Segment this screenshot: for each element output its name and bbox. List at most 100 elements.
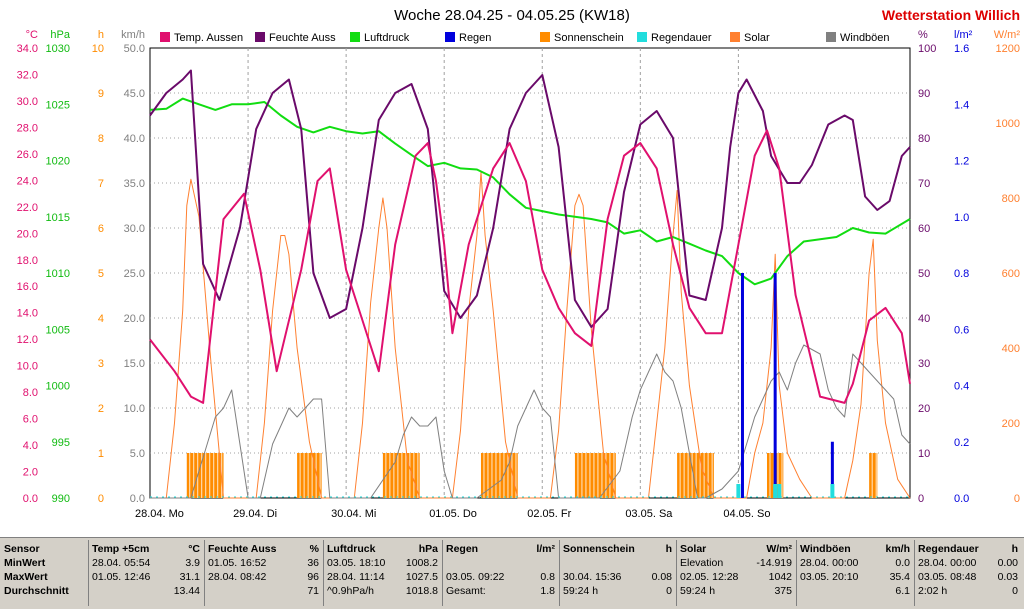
solar-axis-unit: W/m² — [994, 29, 1021, 41]
pressure-axis-tick: 1025 — [46, 99, 70, 111]
x-tick-label: 04.05. So — [723, 508, 770, 520]
legend-label: Regen — [459, 32, 491, 44]
stats-cell-label: 2:02 h — [918, 585, 948, 597]
pressure-axis-tick: 1020 — [46, 156, 70, 168]
stats-column: Solar W/m² Elevation -14.919 02.05. 12:28 104… — [680, 542, 796, 606]
stats-cell-label: 03.05. 18:10 — [327, 557, 386, 569]
stats-cell-value: 35.4 — [889, 571, 910, 583]
wind-axis-tick: 40.0 — [124, 133, 145, 145]
temp-axis-tick: 34.0 — [17, 43, 38, 55]
sunshine-bar — [869, 453, 878, 498]
wind-axis-tick: 15.0 — [124, 358, 145, 370]
stats-row: Gesamt: 1.8 — [446, 584, 559, 598]
stats-cell-value: 13.44 — [173, 585, 200, 597]
stats-cell-value: 6.1 — [895, 585, 910, 597]
stats-cell-label: 03.05. 20:10 — [800, 571, 859, 583]
stats-row: 28.04. 05:54 3.9 — [92, 556, 204, 570]
solar-axis-tick: 0 — [1014, 493, 1020, 505]
stats-row: 01.05. 12:46 31.1 — [92, 570, 204, 584]
legend-label: Solar — [744, 32, 770, 44]
sunshine-axis-tick: 0 — [98, 493, 104, 505]
rain-duration-bar — [736, 484, 741, 498]
sunshine-axis-tick: 3 — [98, 358, 104, 370]
temp-axis-tick: 0.0 — [23, 493, 38, 505]
stats-column: Regen l/m² 03.05. 09:22 0.8 Gesamt: 1.8 — [446, 542, 559, 606]
sunshine-axis-tick: 5 — [98, 268, 104, 280]
stats-cell-label: 03.05. 09:22 — [446, 571, 505, 583]
stats-cell-label: Durchschnitt — [4, 585, 69, 597]
stats-column: Sonnenschein h 30.04. 15:36 0.08 59:24 h 0 — [563, 542, 676, 606]
solar-axis-tick: 600 — [1002, 268, 1020, 280]
solar-axis-tick: 800 — [1002, 193, 1020, 205]
stats-column-header: Sonnenschein h — [563, 542, 676, 556]
pressure-axis-tick: 1010 — [46, 268, 70, 280]
rain-axis-tick: 0.6 — [954, 324, 969, 336]
stats-column-title: Regendauer — [918, 543, 979, 555]
stats-column-title: Feuchte Auss — [208, 543, 277, 555]
sunshine-axis-tick: 1 — [98, 448, 104, 460]
stats-column-separator — [323, 540, 324, 606]
temperature-line — [149, 129, 911, 404]
stats-column: Sensor MinWert MaxWert Durchschnitt — [4, 542, 88, 606]
legend-label: Regendauer — [651, 32, 712, 44]
stats-column-unit: W/m² — [766, 543, 792, 555]
stats-column-header: Windböen km/h — [800, 542, 914, 556]
stats-row: 2:02 h 0 — [918, 584, 1022, 598]
x-tick-label: 28.04. Mo — [135, 508, 184, 520]
sunshine-axis-tick: 7 — [98, 178, 104, 190]
stats-row: 28.04. 08:42 96 — [208, 570, 323, 584]
stats-cell-value: 36 — [307, 557, 319, 569]
stats-row: 01.05. 16:52 36 — [208, 556, 323, 570]
stats-column-unit: h — [665, 543, 672, 555]
x-tick-label: 03.05. Sa — [625, 508, 673, 520]
stats-cell-value: 0.03 — [997, 571, 1018, 583]
stats-cell-label: 28.04. 08:42 — [208, 571, 267, 583]
stats-row — [446, 556, 559, 570]
legend-swatch — [730, 32, 740, 42]
stats-cell-value: 0 — [666, 585, 672, 597]
legend-label: Temp. Aussen — [174, 32, 243, 44]
pressure-axis-tick: 1000 — [46, 381, 70, 393]
rain-bar — [830, 441, 834, 498]
stats-cell-value: 0.8 — [540, 571, 555, 583]
legend-swatch — [255, 32, 265, 42]
stats-row: 03.05. 20:10 35.4 — [800, 570, 914, 584]
stats-column-title: Luftdruck — [327, 543, 376, 555]
temp-axis-tick: 32.0 — [17, 69, 38, 81]
stats-column-title: Windböen — [800, 543, 851, 555]
stats-column-separator — [88, 540, 89, 606]
stats-cell-value: 1042 — [768, 571, 792, 583]
stats-cell-label: 59:24 h — [563, 585, 599, 597]
humidity-axis-unit: % — [918, 29, 928, 41]
stats-cell-value: 1008.2 — [405, 557, 438, 569]
stats-row: 30.04. 15:36 0.08 — [563, 570, 676, 584]
humidity-axis-tick: 100 — [918, 43, 936, 55]
solar-axis-tick: 200 — [1002, 418, 1020, 430]
stats-column: Windböen km/h 28.04. 00:00 0.0 03.05. 20:10 3… — [800, 542, 914, 606]
stats-row: 28.04. 00:00 0.00 — [918, 556, 1022, 570]
stats-row: 13.44 — [92, 584, 204, 598]
stats-column-separator — [676, 540, 677, 606]
stats-column-title: Solar — [680, 543, 707, 555]
stats-cell-value: 1018.8 — [405, 585, 438, 597]
humidity-axis-tick: 50 — [918, 268, 930, 280]
wind-axis-tick: 45.0 — [124, 88, 145, 100]
temp-axis-tick: 26.0 — [17, 149, 38, 161]
x-tick-label: 02.05. Fr — [527, 508, 571, 520]
legend-swatch — [350, 32, 360, 42]
stats-cell-label: 03.05. 08:48 — [918, 571, 977, 583]
stats-cell-value: 0 — [1012, 585, 1018, 597]
pressure-axis-tick: 1005 — [46, 324, 70, 336]
humidity-axis-tick: 60 — [918, 223, 930, 235]
stats-column-title: Temp +5cm — [92, 543, 150, 555]
stats-cell-value: -14.919 — [756, 557, 792, 569]
rain-duration-bar — [773, 484, 778, 498]
stats-column-separator — [559, 540, 560, 606]
rain-axis-tick: 0.2 — [954, 437, 969, 449]
sunshine-axis-tick: 2 — [98, 403, 104, 415]
temp-axis-tick: 10.0 — [17, 361, 38, 373]
pressure-axis-tick: 1015 — [46, 212, 70, 224]
stats-column-unit: h — [1011, 543, 1018, 555]
temp-axis-unit: °C — [26, 29, 38, 41]
